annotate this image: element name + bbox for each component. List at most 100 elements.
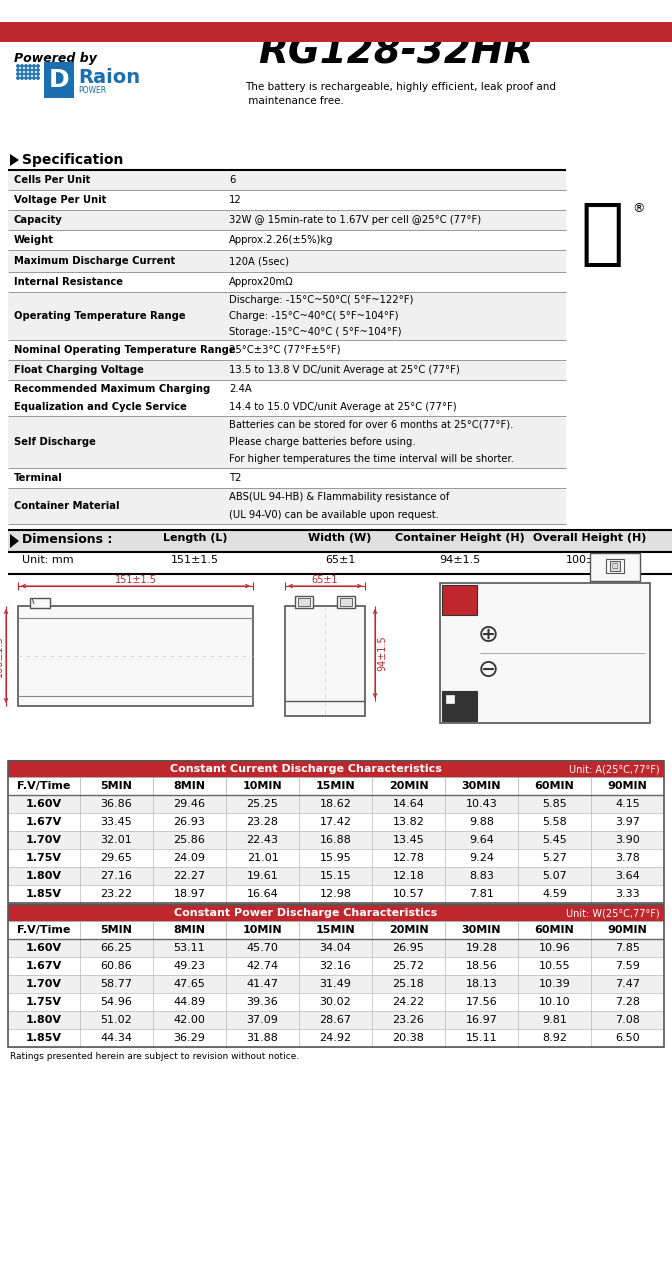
Text: 60.86: 60.86 <box>101 961 132 972</box>
Bar <box>8 905 664 922</box>
Text: 25°C±3°C (77°F±5°F): 25°C±3°C (77°F±5°F) <box>229 346 341 355</box>
Bar <box>8 1029 664 1047</box>
Text: 9.24: 9.24 <box>469 852 494 863</box>
Text: 60MIN: 60MIN <box>535 925 575 934</box>
Text: Powered by: Powered by <box>14 52 97 65</box>
Text: 8.83: 8.83 <box>469 870 494 881</box>
Text: 7.81: 7.81 <box>469 890 494 899</box>
Text: 90MIN: 90MIN <box>607 781 647 791</box>
Circle shape <box>25 73 27 76</box>
Text: 5.27: 5.27 <box>542 852 567 863</box>
Text: 7.47: 7.47 <box>615 979 640 989</box>
Circle shape <box>17 69 19 72</box>
Text: 24.22: 24.22 <box>392 997 425 1007</box>
Text: 90MIN: 90MIN <box>607 925 647 934</box>
Text: 94±1.5: 94±1.5 <box>439 556 480 564</box>
Bar <box>8 884 664 902</box>
Text: 25.72: 25.72 <box>392 961 425 972</box>
Text: 44.34: 44.34 <box>101 1033 132 1043</box>
Text: Weight: Weight <box>14 236 54 244</box>
Text: 37.09: 37.09 <box>247 1015 278 1025</box>
Text: 10.10: 10.10 <box>539 997 571 1007</box>
Text: Width (W): Width (W) <box>308 532 372 543</box>
Bar <box>8 250 566 271</box>
Text: 53.11: 53.11 <box>173 943 206 954</box>
Text: 12: 12 <box>229 195 242 205</box>
Text: RG128-32HR: RG128-32HR <box>258 35 534 72</box>
Text: 2.4A: 2.4A <box>229 384 252 394</box>
Text: 18.13: 18.13 <box>466 979 497 989</box>
Text: Nominal Operating Temperature Range: Nominal Operating Temperature Range <box>14 346 236 355</box>
Text: 24.92: 24.92 <box>319 1033 351 1043</box>
Text: 32W @ 15min-rate to 1.67V per cell @25°C (77°F): 32W @ 15min-rate to 1.67V per cell @25°C… <box>229 215 481 225</box>
Text: ABS(UL 94-HB) & Flammability resistance of: ABS(UL 94-HB) & Flammability resistance … <box>229 492 450 502</box>
Text: 8MIN: 8MIN <box>173 781 206 791</box>
Text: 49.23: 49.23 <box>173 961 206 972</box>
Text: 1.60V: 1.60V <box>26 799 62 809</box>
Text: Please charge batteries before using.: Please charge batteries before using. <box>229 436 415 447</box>
Bar <box>8 831 664 849</box>
Text: Internal Resistance: Internal Resistance <box>14 276 123 287</box>
Circle shape <box>25 69 27 72</box>
Bar <box>440 582 650 723</box>
Text: 23.28: 23.28 <box>247 817 278 827</box>
Bar <box>18 605 253 707</box>
Text: Voltage Per Unit: Voltage Per Unit <box>14 195 106 205</box>
Text: 18.97: 18.97 <box>173 890 206 899</box>
Text: Terminal: Terminal <box>14 474 62 483</box>
Text: 5.45: 5.45 <box>542 835 567 845</box>
Text: Equalization and Cycle Service: Equalization and Cycle Service <box>14 402 187 412</box>
Bar <box>446 695 454 703</box>
Bar <box>8 271 566 292</box>
Text: 3.90: 3.90 <box>615 835 640 845</box>
Bar <box>8 777 664 795</box>
Text: 100±1.5: 100±1.5 <box>566 556 614 564</box>
Text: F.V/Time: F.V/Time <box>17 781 71 791</box>
Text: 13.82: 13.82 <box>392 817 425 827</box>
Text: 36.86: 36.86 <box>101 799 132 809</box>
Text: 29.46: 29.46 <box>173 799 206 809</box>
Text: Unit: mm: Unit: mm <box>22 556 74 564</box>
Text: 4.15: 4.15 <box>615 799 640 809</box>
Bar <box>590 553 640 581</box>
Text: Approx.2.26(±5%)kg: Approx.2.26(±5%)kg <box>229 236 333 244</box>
Text: 22.43: 22.43 <box>247 835 278 845</box>
Circle shape <box>29 77 31 79</box>
Polygon shape <box>10 534 19 548</box>
Text: 23.22: 23.22 <box>101 890 132 899</box>
Bar <box>44 61 74 99</box>
Circle shape <box>17 73 19 76</box>
Text: 45.70: 45.70 <box>247 943 278 954</box>
Text: Dimensions :: Dimensions : <box>22 532 112 547</box>
Bar <box>8 552 672 573</box>
Bar <box>8 867 664 884</box>
Text: 22.27: 22.27 <box>173 870 206 881</box>
Bar <box>285 605 365 716</box>
Text: 42.74: 42.74 <box>247 961 279 972</box>
Text: 151±1.5: 151±1.5 <box>171 556 219 564</box>
Text: 66.25: 66.25 <box>101 943 132 954</box>
Text: 23.26: 23.26 <box>392 1015 425 1025</box>
Text: 94±1.5: 94±1.5 <box>377 636 387 671</box>
Text: 20.38: 20.38 <box>392 1033 425 1043</box>
Bar <box>606 559 624 573</box>
Circle shape <box>21 77 24 79</box>
Bar <box>8 170 566 189</box>
Text: 15.15: 15.15 <box>320 870 351 881</box>
Bar <box>337 596 355 608</box>
Text: 25.86: 25.86 <box>173 835 206 845</box>
Text: Storage:-15°C~40°C ( 5°F~104°F): Storage:-15°C~40°C ( 5°F~104°F) <box>229 326 401 337</box>
Text: 20MIN: 20MIN <box>388 925 428 934</box>
Text: D: D <box>48 68 69 92</box>
Bar <box>8 530 672 552</box>
Bar <box>8 189 566 210</box>
Circle shape <box>25 65 27 67</box>
Text: Recommended Maximum Charging: Recommended Maximum Charging <box>14 384 210 394</box>
Text: 60MIN: 60MIN <box>535 781 575 791</box>
Text: Constant Power Discharge Characteristics: Constant Power Discharge Characteristics <box>174 908 437 918</box>
Text: 1.75V: 1.75V <box>26 997 62 1007</box>
Text: POWER: POWER <box>78 86 106 95</box>
Text: For higher temperatures the time interval will be shorter.: For higher temperatures the time interva… <box>229 454 514 465</box>
Bar <box>298 598 310 605</box>
Text: 3.33: 3.33 <box>615 890 640 899</box>
